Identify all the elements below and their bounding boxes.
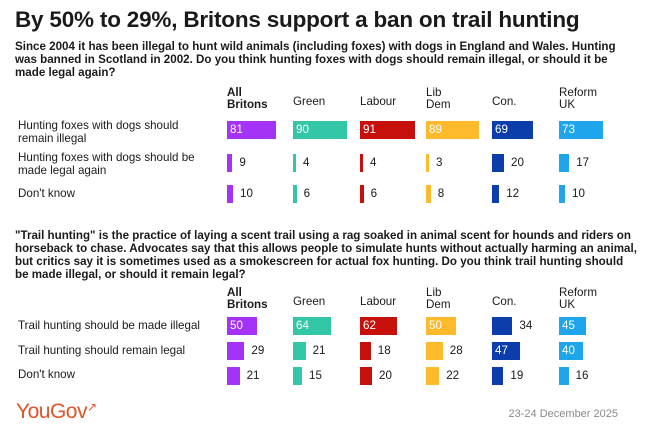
data-label: 29: [251, 344, 265, 357]
bar: [426, 317, 456, 335]
bar: [559, 317, 586, 335]
data-label: 4: [303, 156, 310, 169]
data-label: 20: [379, 369, 392, 382]
row-label: Trail hunting should be made illegal: [18, 319, 200, 332]
chart-title: By 50% to 29%, Britons support a ban on …: [15, 7, 580, 32]
bar: [227, 367, 240, 385]
data-label: 10: [572, 187, 585, 200]
bar: [360, 154, 363, 172]
bar: [426, 185, 431, 203]
row-label: Hunting foxes with dogs should remain il…: [18, 119, 179, 145]
column-header: Lib Dem: [426, 286, 451, 311]
data-label: 62: [363, 319, 376, 332]
data-label: 89: [429, 123, 442, 136]
data-label: 17: [576, 156, 590, 169]
bar: [426, 154, 429, 172]
column-header: Reform UK: [559, 86, 598, 111]
bar: [559, 121, 603, 139]
column-header: Labour: [360, 295, 397, 308]
bar: [559, 154, 570, 172]
data-label: 18: [377, 344, 391, 357]
row-label: Don't know: [18, 368, 75, 381]
data-label: 69: [495, 123, 508, 136]
bar: [360, 121, 415, 139]
bar: [227, 154, 233, 172]
column-header: Con.: [492, 295, 517, 308]
column-header: All Britons: [227, 286, 268, 311]
logo-text: YouGov: [16, 400, 87, 423]
data-label: 22: [446, 369, 460, 382]
yougov-logo: YouGov↗: [16, 400, 97, 424]
data-label: 16: [575, 369, 589, 382]
data-label: 81: [230, 123, 243, 136]
bar: [426, 367, 440, 385]
data-label: 45: [562, 319, 575, 332]
data-label: 9: [239, 156, 246, 169]
bar: [559, 185, 565, 203]
bar: [227, 121, 276, 139]
bar: [227, 185, 233, 203]
data-label: 40: [562, 344, 575, 357]
data-label: 73: [562, 123, 575, 136]
bar: [360, 367, 372, 385]
row-label: Trail hunting should remain legal: [18, 344, 186, 357]
column-header: Reform UK: [559, 286, 598, 311]
bar: [492, 342, 521, 360]
column-header: All Britons: [227, 86, 268, 111]
bar: [426, 342, 443, 360]
data-label: 19: [510, 369, 524, 382]
bar: [559, 342, 583, 360]
data-label: 21: [312, 344, 326, 357]
bar: [360, 342, 371, 360]
data-label: 21: [246, 369, 260, 382]
bar: [360, 317, 398, 335]
logo-mark-icon: ↗: [86, 400, 97, 414]
data-label: 50: [429, 319, 442, 332]
bar: [492, 317, 513, 335]
row-label: Don't know: [18, 187, 75, 200]
data-label: 20: [511, 156, 524, 169]
bar: [559, 367, 569, 385]
data-label: 50: [230, 319, 243, 332]
bar: [492, 367, 504, 385]
data-label: 3: [436, 156, 443, 169]
column-header: Labour: [360, 95, 397, 108]
data-label: 12: [506, 187, 520, 200]
bar: [293, 185, 297, 203]
survey-date: 23-24 December 2025: [508, 408, 618, 420]
bar: [293, 317, 332, 335]
column-header: Green: [293, 295, 326, 308]
question-1: Since 2004 it has been illegal to hunt w…: [15, 40, 616, 79]
bar: [293, 342, 306, 360]
column-header: Lib Dem: [426, 86, 451, 111]
data-label: 90: [296, 123, 309, 136]
data-label: 6: [370, 187, 378, 200]
question-2: "Trail hunting" is the practice of layin…: [15, 229, 637, 281]
data-label: 28: [449, 344, 463, 357]
bar: [360, 185, 364, 203]
data-label: 15: [309, 369, 322, 382]
data-label: 8: [437, 187, 445, 200]
bar: [227, 342, 245, 360]
data-label: 10: [240, 187, 253, 200]
data-label: 91: [363, 123, 376, 136]
data-label: 6: [303, 187, 311, 200]
bar: [293, 154, 296, 172]
data-label: 4: [370, 156, 377, 169]
bar: [492, 154, 504, 172]
bar: [293, 121, 347, 139]
data-label: 34: [519, 319, 533, 332]
bar: [492, 121, 534, 139]
column-header: Con.: [492, 95, 517, 108]
data-label: 64: [296, 319, 309, 332]
bar: [492, 185, 500, 203]
bar: [293, 367, 302, 385]
bar: [426, 121, 480, 139]
bar: [227, 317, 257, 335]
data-label: 47: [495, 344, 508, 357]
row-label: Hunting foxes with dogs should be made l…: [18, 151, 195, 177]
column-header: Green: [293, 95, 326, 108]
